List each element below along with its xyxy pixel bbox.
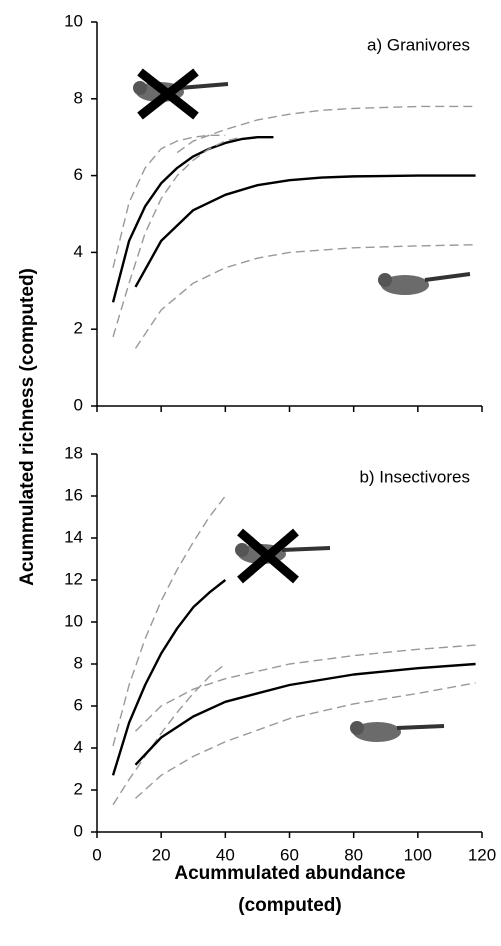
x-axis-label: Acummulated abundance bbox=[174, 863, 405, 884]
bird-icon bbox=[133, 68, 229, 120]
y-tick-label: 4 bbox=[74, 737, 83, 756]
y-tick-label: 10 bbox=[64, 11, 83, 30]
y-axis-label: Acummulated richness (computed) bbox=[17, 268, 38, 586]
data-line bbox=[135, 682, 476, 799]
bird-icon bbox=[350, 721, 445, 742]
x-tick-label: 80 bbox=[344, 845, 363, 864]
y-tick-label: 8 bbox=[74, 88, 83, 107]
y-tick-label: 4 bbox=[74, 242, 83, 261]
y-tick-label: 0 bbox=[74, 821, 83, 840]
data-line bbox=[111, 135, 274, 303]
panel-title: b) Insectivores bbox=[359, 467, 470, 486]
y-tick-label: 18 bbox=[64, 443, 83, 462]
bird-icon bbox=[378, 272, 471, 295]
x-tick-label: 120 bbox=[468, 845, 496, 864]
bird-icon bbox=[235, 528, 331, 584]
y-tick-label: 2 bbox=[74, 779, 83, 798]
x-axis-label: (computed) bbox=[238, 895, 341, 916]
y-tick-label: 10 bbox=[64, 611, 83, 630]
data-line bbox=[112, 136, 242, 338]
y-tick-label: 6 bbox=[74, 695, 83, 714]
data-line bbox=[134, 662, 476, 766]
data-line bbox=[112, 134, 226, 268]
x-tick-label: 20 bbox=[152, 845, 171, 864]
data-line bbox=[112, 663, 226, 806]
y-tick-label: 16 bbox=[64, 485, 83, 504]
data-line bbox=[135, 644, 476, 732]
data-line bbox=[111, 579, 227, 776]
y-tick-label: 6 bbox=[74, 165, 83, 184]
data-line bbox=[134, 244, 476, 349]
data-line bbox=[134, 174, 476, 288]
y-tick-label: 12 bbox=[64, 569, 83, 588]
x-tick-label: 0 bbox=[92, 845, 101, 864]
y-tick-label: 14 bbox=[64, 527, 83, 546]
y-tick-label: 0 bbox=[74, 395, 83, 414]
x-tick-label: 100 bbox=[404, 845, 432, 864]
panel-title: a) Granivores bbox=[367, 35, 470, 54]
y-tick-label: 2 bbox=[74, 319, 83, 338]
data-line bbox=[112, 495, 226, 747]
y-tick-label: 8 bbox=[74, 653, 83, 672]
x-tick-label: 60 bbox=[280, 845, 299, 864]
data-line bbox=[176, 105, 476, 154]
x-tick-label: 40 bbox=[216, 845, 235, 864]
